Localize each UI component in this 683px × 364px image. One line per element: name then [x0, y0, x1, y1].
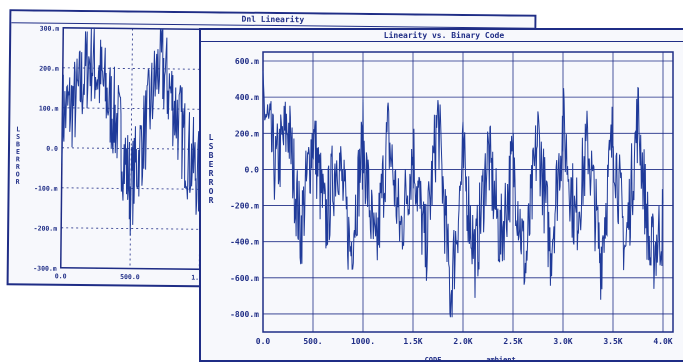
y-axis-label-char: R: [209, 169, 214, 178]
y-axis-label-char: L: [209, 133, 214, 142]
y-tick-label: 400.m: [235, 93, 259, 102]
linearity-chart-plot: 600.m 400.m 200.m 0.0 -200.m -400.m -600.m -800…: [209, 51, 674, 364]
y-axis-label-char: O: [209, 187, 214, 196]
y-tick-label: 300.m: [40, 25, 60, 33]
y-axis-label-char: B: [209, 151, 214, 160]
linearity-chart-window[interactable]: Linearity vs. Binary Code 600.m 400.m 200.…: [199, 28, 683, 364]
x-tick-label: 1000.: [351, 337, 375, 346]
x-tick-label: 3.0K: [553, 337, 572, 346]
x-tick-label: 1.5K: [403, 337, 422, 346]
x-tick-label: 500.0: [120, 273, 140, 281]
data-series-line: [61, 28, 215, 248]
x-tick-label: 2.0K: [453, 337, 472, 346]
x-axis-label: CODE: [425, 356, 442, 364]
y-tick-label: -600.m: [230, 274, 259, 283]
chart-title: Linearity vs. Binary Code: [201, 30, 683, 42]
y-axis-label-char: S: [16, 133, 20, 141]
y-axis-label-char: S: [209, 142, 214, 151]
x-tick-label: 0.0: [55, 272, 67, 280]
x-tick-label: 500.: [303, 337, 322, 346]
y-tick-label: 200.m: [39, 65, 59, 73]
x-tick-label: 2.5K: [503, 337, 522, 346]
y-axis-label-char: R: [16, 178, 20, 186]
x-tick-label: 4.0K: [653, 337, 672, 346]
y-tick-label: 0.0: [245, 165, 260, 174]
y-axis-label-char: E: [16, 148, 20, 156]
y-tick-label: -200.m: [230, 202, 259, 211]
y-axis-label-char: R: [209, 196, 214, 205]
y-axis-label-char: R: [16, 163, 20, 171]
legend-label: ambient: [486, 356, 516, 364]
y-tick-label: 200.m: [235, 129, 259, 138]
x-tick-label: 0.0: [256, 337, 271, 346]
y-tick-label: -400.m: [230, 238, 259, 247]
y-axis-label-char: E: [209, 160, 214, 169]
y-tick-label: -300.m: [33, 265, 57, 273]
y-axis-label-char: B: [16, 140, 20, 148]
y-tick-label: 600.m: [235, 57, 259, 66]
y-tick-label: -800.m: [230, 310, 259, 319]
y-axis-label-char: O: [16, 170, 20, 178]
y-axis-label-char: L: [16, 125, 20, 133]
y-axis-label-char: R: [16, 155, 20, 163]
y-tick-label: -200.m: [34, 225, 58, 233]
data-series-line: [262, 71, 664, 318]
y-tick-label: 0.0: [46, 145, 58, 153]
x-tick-label: 3.5K: [603, 337, 622, 346]
y-tick-label: 100.m: [39, 105, 59, 113]
y-axis-label-char: R: [209, 178, 214, 187]
y-tick-label: -100.m: [34, 185, 58, 193]
